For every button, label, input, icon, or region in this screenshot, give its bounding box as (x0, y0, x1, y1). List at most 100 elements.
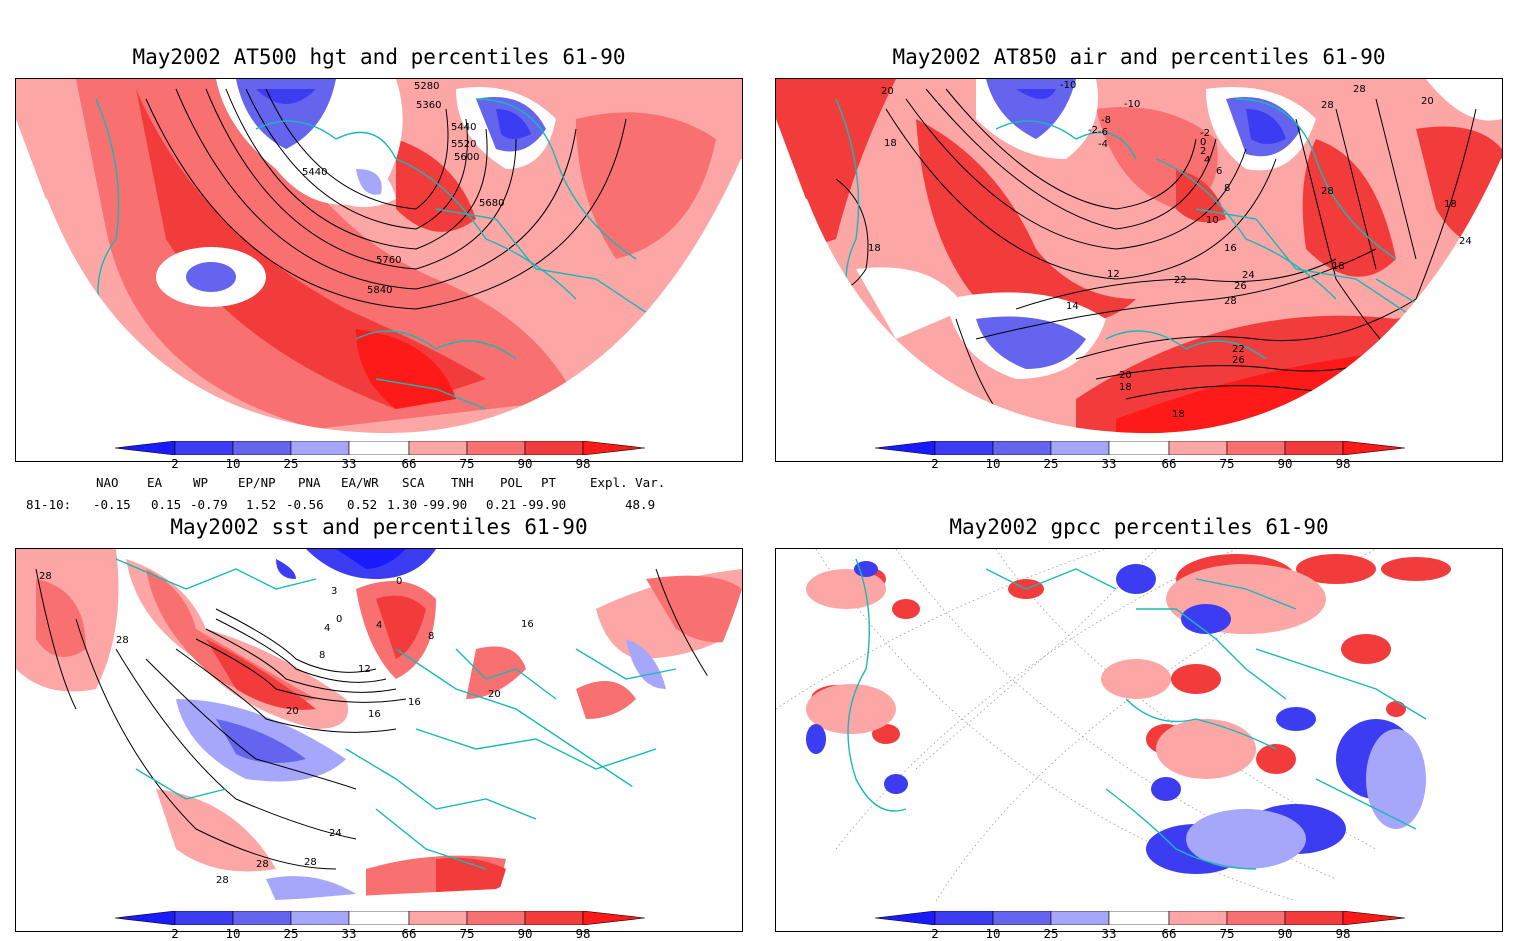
contour-label: 5440 (451, 122, 476, 133)
contour-label: 12 (358, 664, 371, 675)
contour-label: -10 (1124, 99, 1140, 110)
index-value: 1.52 (246, 497, 277, 512)
panel-title-gpcc: May2002 gpcc percentiles 61-90 (949, 515, 1329, 539)
contour-label: 28 (216, 875, 229, 886)
colorbar-gpcc: 2 10 25 33 66 75 90 98 (874, 910, 1406, 941)
colorbar-tick: 75 (459, 926, 475, 941)
map-air850: -10 -10 -8 -6 -4 -2 -2 0 2 4 6 8 10 12 1… (775, 78, 1503, 462)
colorbar-tick: 66 (1161, 456, 1177, 471)
map-sst-svg: 28 28 0 3 4 0 4 8 12 8 16 20 20 16 24 28… (16, 549, 742, 901)
colorbar-tick: 98 (575, 926, 591, 941)
contour-label: 16 (368, 709, 381, 720)
colorbar-gpcc-svg (874, 910, 1406, 926)
index-header: PT (541, 475, 557, 490)
colorbar-tick: 98 (575, 456, 591, 471)
contour-label: 20 (881, 86, 894, 97)
contour-label: 28 (1321, 186, 1334, 197)
contour-label: 24 (329, 828, 342, 839)
contour-label: -4 (1098, 139, 1108, 150)
colorbar-tick: 10 (985, 456, 1001, 471)
colorbar-tick: 98 (1335, 456, 1351, 471)
map-hgt500-svg: 5280 5360 5440 5520 5600 5680 5440 5760 … (16, 79, 742, 436)
index-value: 1.30 (387, 497, 418, 512)
colorbar-hgt500: 2 10 25 33 66 75 90 98 (114, 440, 646, 471)
colorbar-tick: 66 (401, 926, 417, 941)
contour-label: 26 (1232, 355, 1245, 366)
contour-label: 28 (1224, 296, 1237, 307)
contour-label: 5840 (367, 285, 392, 296)
colorbar-hgt500-svg (114, 440, 646, 456)
contour-label: -6 (1098, 127, 1108, 138)
index-header: EA (147, 475, 163, 490)
contour-label: 28 (1321, 100, 1334, 111)
contour-label: 4 (1204, 155, 1210, 166)
colorbar-tick: 66 (401, 456, 417, 471)
index-value: 0.21 (486, 497, 517, 512)
index-header: POL (500, 475, 523, 490)
contour-label: -2 (1088, 125, 1098, 136)
colorbar-tick: 2 (931, 456, 939, 471)
index-value: -0.15 (93, 497, 131, 512)
colorbar-tick: 90 (517, 456, 533, 471)
contour-label: -10 (1060, 80, 1076, 91)
colorbar-tick: 90 (1277, 456, 1293, 471)
colorbar-tick: 33 (341, 926, 357, 941)
contour-label: 28 (116, 635, 129, 646)
colorbar-tick: 10 (225, 456, 241, 471)
colorbar-tick: 33 (1101, 456, 1117, 471)
index-value: 48.9 (625, 497, 656, 512)
contour-label: 20 (1421, 96, 1434, 107)
contour-label: 5440 (302, 167, 327, 178)
contour-label: 16 (1224, 243, 1237, 254)
index-value: 0.52 (347, 497, 378, 512)
contour-label: 16 (408, 697, 421, 708)
colorbar-tick: 33 (1101, 926, 1117, 941)
colorbar-air850-svg (874, 440, 1406, 456)
contour-label: 28 (39, 571, 52, 582)
teleconnection-indices: NAO EA WP EP/NP PNA EA/WR SCA TNH POL PT… (0, 475, 760, 515)
contour-label: 8 (428, 631, 434, 642)
map-hgt500: 5280 5360 5440 5520 5600 5680 5440 5760 … (15, 78, 743, 462)
colorbar-air850: 2 10 25 33 66 75 90 98 (874, 440, 1406, 471)
index-period-label: 81-10: (26, 497, 72, 512)
colorbar-tick: 75 (459, 456, 475, 471)
index-header: EA/WR (341, 475, 379, 490)
contour-label: 2 (1200, 146, 1206, 157)
contour-label: 18 (884, 138, 897, 149)
contour-label: 5360 (416, 100, 441, 111)
contour-label: 0 (396, 576, 402, 587)
contour-label: 18 (868, 243, 881, 254)
contour-label: 20 (286, 706, 299, 717)
contour-label: 28 (256, 859, 269, 870)
panel-title-sst: May2002 sst and percentiles 61-90 (170, 515, 588, 539)
map-gpcc (775, 548, 1503, 932)
contour-label: 3 (331, 586, 337, 597)
map-sst: 28 28 0 3 4 0 4 8 12 8 16 20 20 16 24 28… (15, 548, 743, 932)
index-value: -0.79 (190, 497, 228, 512)
contour-label: 18 (1332, 261, 1345, 272)
colorbar-tick: 25 (283, 926, 299, 941)
index-value: -99.90 (521, 497, 567, 512)
contour-label: 6 (1216, 166, 1222, 177)
contour-label: 20 (1119, 370, 1132, 381)
colorbar-tick: 2 (171, 926, 179, 941)
contour-label: 8 (319, 650, 325, 661)
index-value: -99.90 (422, 497, 468, 512)
contour-label: 0 (1200, 137, 1206, 148)
contour-label: 0 (336, 614, 342, 625)
map-air850-svg: -10 -10 -8 -6 -4 -2 -2 0 2 4 6 8 10 12 1… (776, 79, 1502, 436)
contour-label: 5680 (479, 198, 504, 209)
contour-label: 8 (1224, 183, 1230, 194)
contour-label: 4 (324, 623, 330, 634)
contour-label: 22 (1174, 275, 1187, 286)
contour-label: 5760 (376, 255, 401, 266)
colorbar-tick: 2 (171, 456, 179, 471)
contour-label: 24 (1242, 270, 1255, 281)
contour-label: 5520 (451, 139, 476, 150)
colorbar-tick: 10 (985, 926, 1001, 941)
contour-label: 5600 (454, 152, 479, 163)
map-gpcc-svg (776, 549, 1502, 901)
contour-label: 20 (488, 689, 501, 700)
colorbar-tick: 75 (1219, 456, 1235, 471)
index-value: 0.15 (151, 497, 182, 512)
